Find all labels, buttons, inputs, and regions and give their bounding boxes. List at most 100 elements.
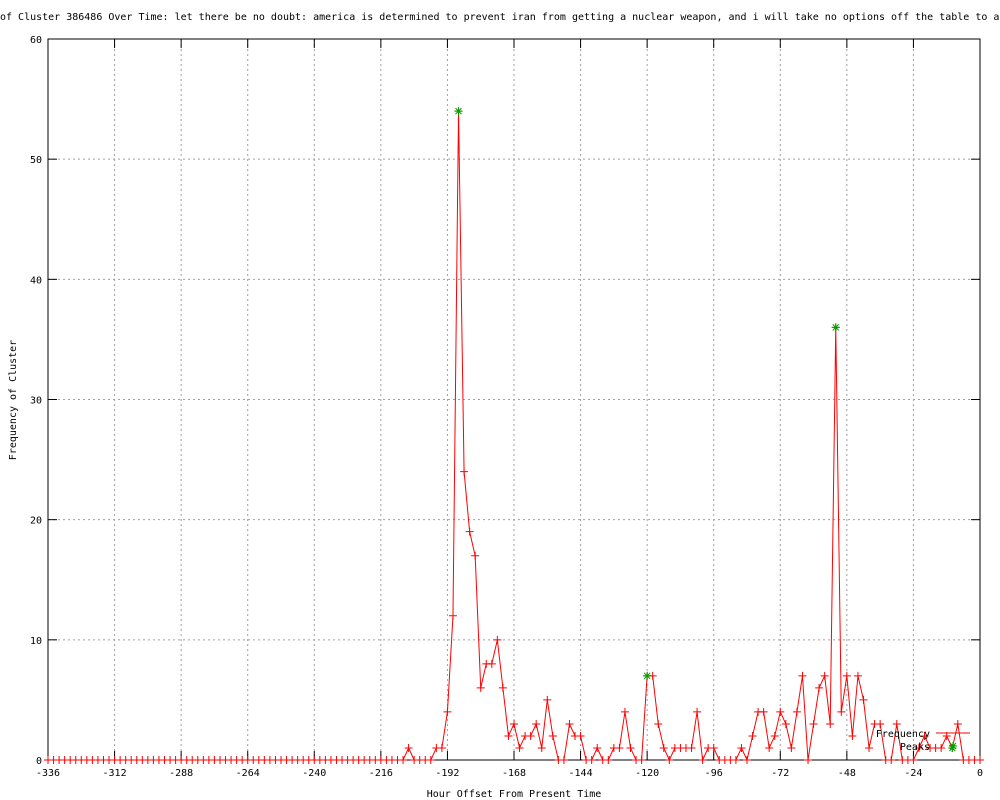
frequency-point [487, 659, 496, 668]
frequency-point [399, 756, 408, 764]
frequency-point [815, 683, 824, 692]
y-tick-label: 30 [30, 396, 42, 407]
x-axis-label: Hour Offset From Present Time [427, 789, 602, 800]
frequency-point [837, 707, 846, 716]
legend-label-peaks: Peaks [900, 742, 930, 753]
frequency-point [654, 719, 663, 728]
frequency-point [820, 671, 829, 680]
frequency-point [865, 743, 874, 752]
y-axis-label: Frequency of Cluster [8, 340, 19, 460]
frequency-point [776, 707, 785, 716]
x-tick-label: -168 [502, 768, 526, 779]
frequency-point [559, 756, 568, 764]
frequency-point [437, 743, 446, 752]
x-tick-label: -240 [302, 768, 326, 779]
frequency-point [892, 719, 901, 728]
x-tick-label: -72 [771, 768, 789, 779]
frequency-point [587, 756, 596, 764]
frequency-point [976, 756, 984, 764]
frequency-point [909, 756, 918, 764]
frequency-point [737, 743, 746, 752]
frequency-point [765, 743, 774, 752]
frequency-point [709, 743, 718, 752]
frequency-point [848, 731, 857, 740]
series [44, 107, 984, 764]
frequency-point [460, 467, 469, 476]
frequency-point [471, 551, 480, 560]
frequency-point [665, 756, 674, 764]
peak-point [643, 671, 652, 680]
x-tick-label: -216 [369, 768, 393, 779]
frequency-point [731, 756, 740, 764]
frequency-point [537, 743, 546, 752]
frequency-point [604, 756, 613, 764]
frequency-point [465, 527, 474, 536]
legend-marker-peaks [949, 742, 957, 750]
frequency-point [404, 743, 413, 752]
frequency-point [859, 695, 868, 704]
frequency-point [493, 635, 502, 644]
frequency-point [615, 743, 624, 752]
frequency-point [637, 756, 646, 764]
frequency-point [770, 731, 779, 740]
frequency-point [809, 719, 818, 728]
x-tick-label: -144 [569, 768, 593, 779]
frequency-point [626, 743, 635, 752]
y-tick-label: 0 [36, 756, 42, 767]
frequency-point [548, 731, 557, 740]
frequency-point [781, 719, 790, 728]
frequency-point [526, 731, 535, 740]
peak-point [831, 323, 840, 332]
frequency-point [804, 756, 813, 764]
frequency-point [787, 743, 796, 752]
frequency-point [759, 707, 768, 716]
frequency-point [620, 707, 629, 716]
frequency-point [476, 683, 485, 692]
frequency-point [593, 743, 602, 752]
x-tick-label: -48 [838, 768, 856, 779]
grid [48, 39, 980, 760]
frequency-point [743, 756, 751, 764]
frequency-point [698, 756, 707, 764]
peak-point [948, 743, 957, 752]
x-tick-label: -120 [635, 768, 659, 779]
frequency-point [510, 719, 518, 728]
legend-label-frequency: Frequency [876, 729, 930, 740]
y-tick-label: 60 [30, 35, 42, 46]
frequency-point [876, 719, 885, 728]
y-tick-label: 50 [30, 155, 42, 166]
frequency-point [448, 611, 457, 620]
frequency-point [687, 743, 696, 752]
frequency-point [953, 719, 962, 728]
frequency-point [792, 707, 801, 716]
frequency-point [504, 731, 513, 740]
frequency-point [498, 683, 507, 692]
frequency-point [853, 671, 862, 680]
frequency-point [565, 719, 574, 728]
frequency-point [798, 671, 807, 680]
x-tick-label: -288 [169, 768, 193, 779]
x-tick-label: -264 [236, 768, 260, 779]
x-tick-label: -24 [904, 768, 922, 779]
frequency-point [748, 731, 757, 740]
y-tick-label: 10 [30, 636, 42, 647]
frequency-point [659, 743, 668, 752]
frequency-point [576, 731, 585, 740]
frequency-point [426, 756, 435, 764]
y-tick-label: 40 [30, 275, 42, 286]
x-tick-label: -312 [103, 768, 127, 779]
frequency-point [842, 671, 851, 680]
frequency-point [914, 743, 923, 752]
x-tick-label: -192 [435, 768, 459, 779]
frequency-point [887, 756, 896, 764]
y-tick-label: 20 [30, 516, 42, 527]
frequency-point [920, 731, 929, 740]
x-tick-label: -96 [705, 768, 723, 779]
legend: Frequency Peaks [876, 729, 970, 753]
frequency-point [532, 719, 541, 728]
frequency-point [543, 695, 552, 704]
frequency-point [515, 743, 524, 752]
frequency-point [693, 707, 702, 716]
